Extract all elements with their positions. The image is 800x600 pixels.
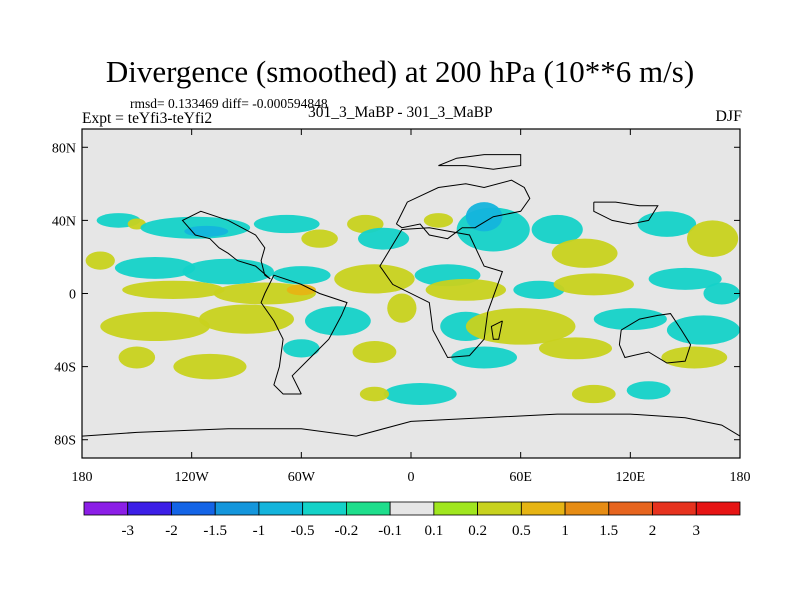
coastline bbox=[379, 227, 504, 359]
contour-blob bbox=[661, 346, 728, 369]
contour-blob bbox=[648, 267, 722, 290]
contour-blob bbox=[423, 213, 454, 228]
colorbar-label: -0.2 bbox=[335, 523, 359, 539]
contour-blob bbox=[286, 284, 316, 296]
contour-blob bbox=[686, 220, 739, 257]
contour-blob bbox=[359, 386, 390, 402]
axis-ticks: 180 120W 60W 0 60E 120E 180 80N 40N 0 40S 80S bbox=[52, 129, 751, 485]
colorbar-label: 0.2 bbox=[468, 523, 487, 539]
contour-blob bbox=[301, 229, 338, 248]
coastline bbox=[82, 413, 740, 458]
contour-blob bbox=[198, 304, 295, 334]
colorbar-swatch bbox=[608, 501, 653, 516]
colorbar-swatch bbox=[520, 501, 566, 516]
case-label: 301_3_MaBP - 301_3_MaBP bbox=[308, 104, 493, 121]
contour-blob bbox=[538, 337, 613, 360]
colorbar-swatch bbox=[345, 501, 391, 516]
coastline bbox=[395, 179, 531, 240]
contour-fill-layer bbox=[85, 202, 740, 405]
colorbar-label: -1.5 bbox=[203, 523, 227, 539]
colorbar-swatch bbox=[389, 501, 435, 516]
x-tick-label: 60E bbox=[509, 470, 532, 485]
colorbar: -3 -2 -1.5 -1 -0.5 -0.2 -0.1 0.1 0.2 0.5 1 1.5 2 3 bbox=[83, 501, 741, 539]
contour-blob bbox=[182, 258, 274, 285]
y-tick-label: 40S bbox=[54, 361, 76, 376]
x-tick-label: 120E bbox=[616, 470, 646, 485]
contour-blob bbox=[118, 346, 156, 369]
colorbar-swatch bbox=[302, 501, 347, 516]
colorbar-label: 2 bbox=[649, 523, 657, 539]
colorbar-swatch bbox=[171, 501, 216, 516]
colorbar-swatch bbox=[652, 501, 697, 516]
colorbar-swatch bbox=[127, 501, 172, 516]
x-tick-label: 180 bbox=[72, 470, 93, 485]
contour-blob bbox=[626, 381, 671, 400]
x-tick-label: 0 bbox=[408, 470, 415, 485]
chart-title: Divergence (smoothed) at 200 hPa (10**6 … bbox=[105, 54, 695, 89]
stats-text: rmsd= 0.133469 diff= -0.000594848 bbox=[130, 96, 328, 111]
contour-blob bbox=[184, 225, 229, 237]
colorbar-label: 0.1 bbox=[424, 523, 443, 539]
colorbar-swatch bbox=[477, 501, 522, 516]
x-tick-label: 60W bbox=[288, 470, 316, 485]
y-tick-label: 80N bbox=[52, 141, 76, 156]
experiment-label: Expt = teYfi3-teYfi2 bbox=[82, 110, 213, 127]
colorbar-label: -2 bbox=[165, 523, 178, 539]
contour-blob bbox=[85, 251, 115, 270]
contour-blob bbox=[425, 278, 507, 301]
coastline bbox=[618, 313, 692, 364]
colorbar-swatch bbox=[564, 501, 610, 516]
contour-blob bbox=[387, 293, 417, 323]
contour-blob bbox=[357, 227, 410, 250]
coastline bbox=[490, 320, 503, 340]
colorbar-label: 0.5 bbox=[512, 523, 531, 539]
colorbar-label: 1 bbox=[561, 523, 569, 539]
contour-blob bbox=[383, 383, 457, 405]
contour-blob bbox=[272, 266, 331, 285]
contour-blob bbox=[531, 214, 583, 245]
contour-blob bbox=[122, 280, 225, 299]
contour-blob bbox=[352, 341, 397, 363]
colorbar-swatch bbox=[214, 501, 260, 516]
contour-blob bbox=[637, 211, 697, 237]
contour-blob bbox=[513, 280, 565, 299]
coastline bbox=[181, 210, 271, 280]
contour-blob bbox=[593, 308, 667, 331]
colorbar-label: 1.5 bbox=[599, 523, 618, 539]
colorbar-label: -0.1 bbox=[378, 523, 402, 539]
coastline bbox=[593, 201, 659, 225]
contour-blob bbox=[114, 256, 196, 279]
colorbar-label: -0.5 bbox=[291, 523, 315, 539]
contour-blob bbox=[173, 353, 247, 380]
y-tick-label: 0 bbox=[69, 288, 76, 303]
contour-blob bbox=[703, 282, 740, 305]
contour-blob bbox=[304, 306, 371, 336]
colorbar-label: 3 bbox=[693, 523, 701, 539]
colorbar-swatch bbox=[433, 501, 479, 516]
contour-blob bbox=[283, 339, 320, 358]
contour-blob bbox=[465, 202, 503, 232]
y-tick-label: 40N bbox=[52, 214, 76, 229]
contour-blob bbox=[334, 264, 415, 294]
contour-blob bbox=[451, 346, 518, 369]
coastline-layer bbox=[82, 154, 740, 458]
contour-blob bbox=[100, 311, 210, 342]
contour-blob bbox=[553, 273, 634, 296]
colorbar-label: -1 bbox=[253, 523, 266, 539]
colorbar-label: -3 bbox=[121, 523, 134, 539]
contour-blob bbox=[666, 315, 740, 345]
contour-blob bbox=[551, 238, 618, 268]
season-label: DJF bbox=[715, 108, 742, 125]
colorbar-swatch bbox=[258, 501, 304, 516]
x-tick-label: 180 bbox=[730, 470, 751, 485]
colorbar-swatch bbox=[83, 501, 129, 516]
coastline bbox=[438, 154, 522, 170]
contour-blob bbox=[253, 214, 320, 234]
colorbar-swatch bbox=[695, 501, 741, 516]
coastline bbox=[260, 274, 348, 395]
y-tick-label: 80S bbox=[54, 434, 76, 449]
contour-blob bbox=[571, 384, 616, 404]
x-tick-label: 120W bbox=[175, 470, 210, 485]
